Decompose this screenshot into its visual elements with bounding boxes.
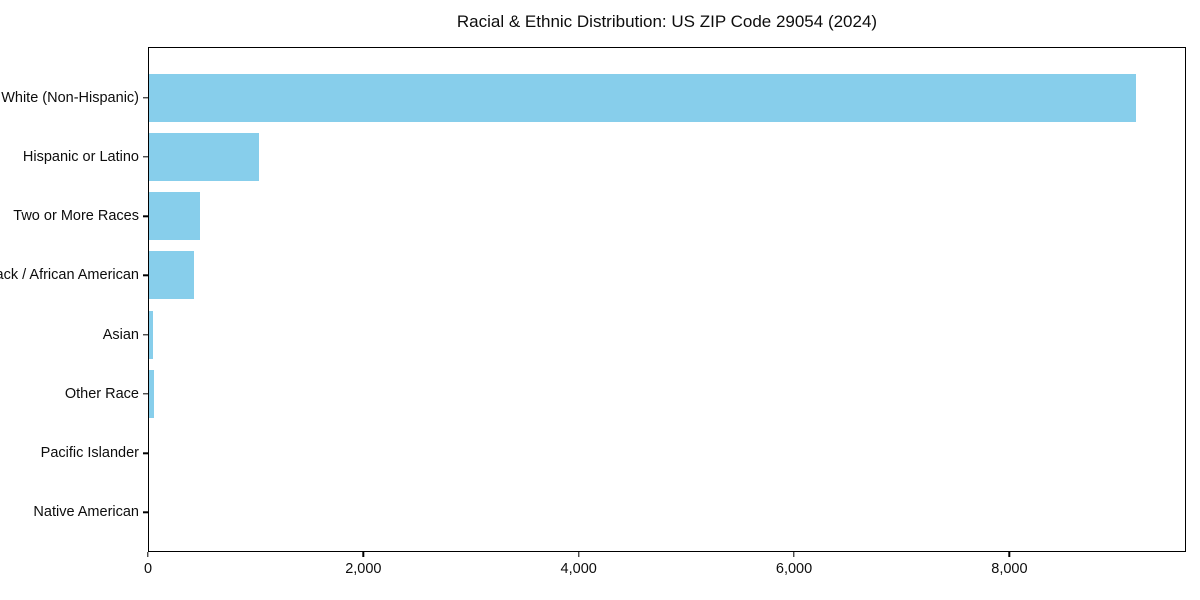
chart-row: Two or More Races xyxy=(13,187,1185,246)
x-axis-tick-label: 0 xyxy=(143,561,153,577)
y-axis-tick xyxy=(143,274,148,277)
x-axis-tick-label: 8,000 xyxy=(991,561,1028,577)
plot-rows: White (Non-Hispanic) Hispanic or Latino Tw… xyxy=(0,48,1185,551)
y-axis-label: Native American xyxy=(33,504,139,521)
chart-title: Racial & Ethnic Distribution: US ZIP Cod… xyxy=(456,12,878,31)
y-axis-tick xyxy=(143,511,148,514)
y-axis-tick xyxy=(143,156,148,158)
y-axis-label: Hispanic or Latino xyxy=(22,148,139,165)
x-axis-tick-mark xyxy=(362,552,365,557)
chart-row: Hispanic or Latino xyxy=(23,127,1185,186)
x-axis-tick-mark xyxy=(147,552,149,557)
y-axis-label: Black / African American xyxy=(0,267,139,284)
y-axis-tick xyxy=(143,215,148,217)
bar xyxy=(149,73,1136,122)
bar xyxy=(149,192,201,241)
chart-row: Asian xyxy=(103,305,1185,364)
y-axis-label: Asian xyxy=(102,326,139,343)
y-axis-label: Other Race xyxy=(64,385,139,402)
bar xyxy=(149,251,195,300)
x-axis-tick-label: 4,000 xyxy=(560,561,597,577)
y-axis-tick xyxy=(143,333,148,336)
bar xyxy=(149,132,259,181)
y-axis-label: Pacific Islander xyxy=(40,445,139,462)
x-axis: 0 2,000 4,000 6,000 8,000 xyxy=(144,552,1186,592)
y-axis-tick xyxy=(143,393,148,395)
x-axis-tick-label: 6,000 xyxy=(775,561,813,577)
chart-row: Black / African American xyxy=(0,246,1185,305)
x-axis-tick-mark xyxy=(1008,552,1011,557)
x-axis-tick-mark xyxy=(578,552,580,557)
y-axis-label: Two or More Races xyxy=(13,208,139,225)
y-axis-label: White (Non-Hispanic) xyxy=(1,89,139,106)
plot-area: White (Non-Hispanic) Hispanic or Latino Tw… xyxy=(0,47,1186,552)
y-axis-tick xyxy=(143,452,148,454)
bar xyxy=(149,310,154,359)
x-axis-tick-mark xyxy=(793,552,795,557)
chart-row: Other Race xyxy=(65,364,1185,423)
chart-row: White (Non-Hispanic) xyxy=(1,68,1185,127)
chart-row: Native American xyxy=(33,483,1185,542)
x-axis-tick-label: 2,000 xyxy=(345,561,382,577)
y-axis-tick xyxy=(143,96,148,99)
bar xyxy=(149,369,154,418)
chart-row: Pacific Islander xyxy=(41,424,1185,483)
